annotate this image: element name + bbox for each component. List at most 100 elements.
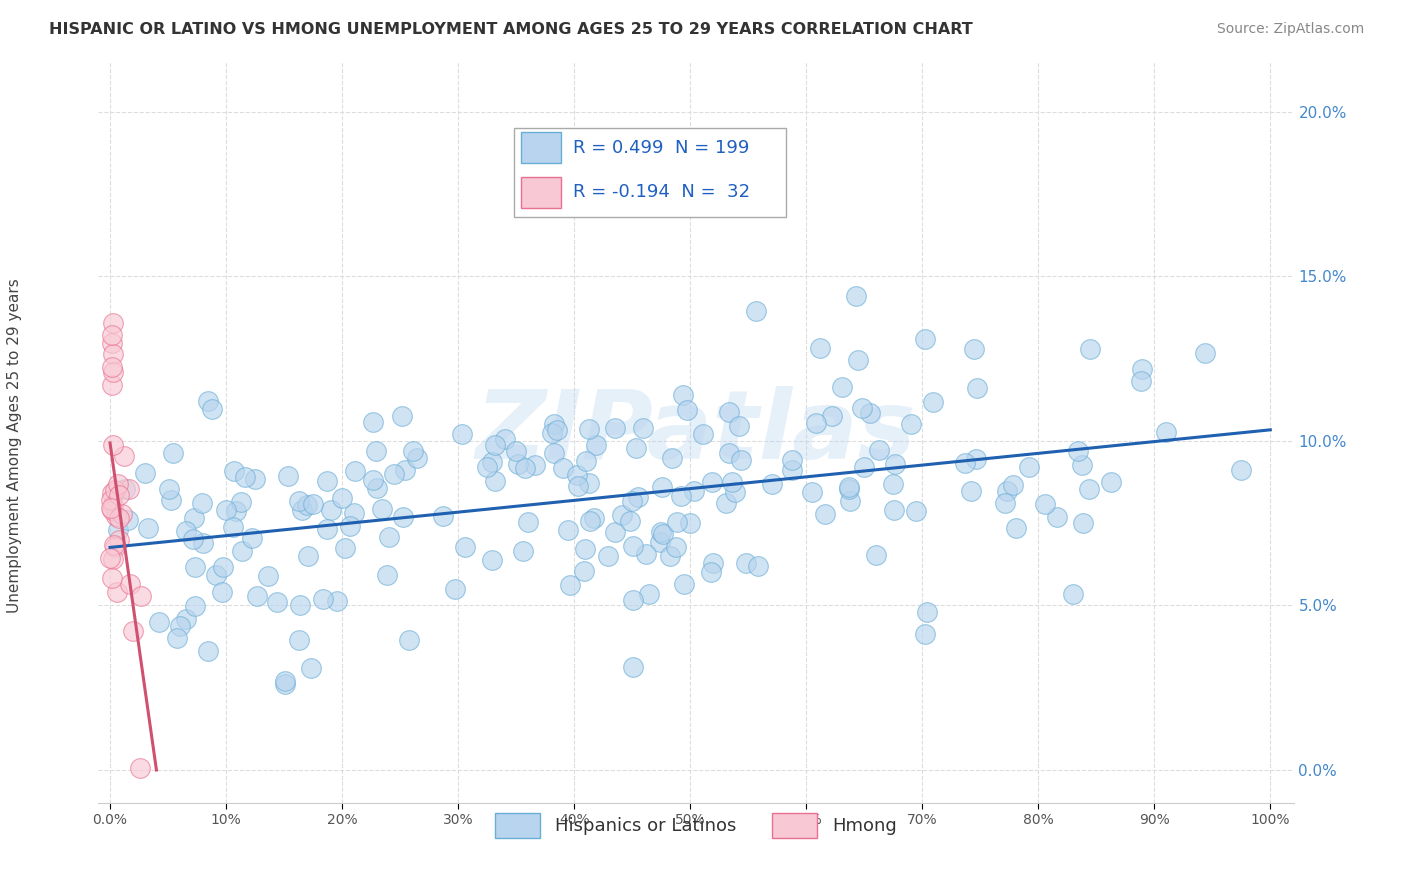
- Point: [782, 463, 804, 477]
- Point: [717, 446, 740, 460]
- Point: [100, 336, 122, 351]
- Point: [720, 475, 742, 490]
- Point: [118, 577, 141, 591]
- Point: [378, 530, 401, 544]
- Point: [905, 504, 928, 518]
- Point: [342, 506, 364, 520]
- Point: [274, 673, 297, 688]
- Point: [702, 556, 724, 570]
- Point: [851, 401, 873, 416]
- Point: [838, 480, 860, 494]
- Point: [1154, 425, 1177, 440]
- Legend: Hispanics or Latinos, Hmong: Hispanics or Latinos, Hmong: [488, 805, 904, 846]
- Point: [1062, 587, 1084, 601]
- Point: [211, 559, 233, 574]
- Point: [117, 513, 139, 527]
- Point: [107, 523, 129, 537]
- Point: [965, 451, 987, 466]
- Point: [243, 472, 266, 486]
- Point: [107, 533, 129, 547]
- Point: [321, 503, 343, 517]
- Point: [481, 455, 503, 469]
- Point: [266, 595, 288, 609]
- Point: [839, 494, 862, 508]
- Point: [505, 443, 527, 458]
- Point: [808, 342, 831, 356]
- Point: [652, 527, 675, 541]
- Point: [634, 547, 657, 561]
- Point: [240, 531, 263, 545]
- Point: [1194, 346, 1216, 360]
- Point: [297, 498, 319, 512]
- Point: [838, 482, 860, 496]
- Point: [959, 484, 981, 499]
- Point: [174, 524, 197, 538]
- Point: [191, 536, 214, 550]
- Point: [1078, 482, 1101, 496]
- Point: [921, 395, 943, 409]
- Point: [222, 465, 245, 479]
- Point: [669, 489, 692, 503]
- Point: [735, 557, 758, 571]
- Point: [966, 381, 988, 395]
- Point: [100, 492, 122, 507]
- Point: [1071, 516, 1094, 530]
- Point: [159, 493, 181, 508]
- Point: [101, 365, 124, 379]
- Point: [620, 494, 643, 508]
- Point: [567, 478, 589, 492]
- Point: [745, 303, 768, 318]
- Point: [312, 591, 335, 606]
- Point: [626, 490, 648, 504]
- Point: [432, 508, 454, 523]
- Point: [402, 443, 425, 458]
- Point: [191, 496, 214, 510]
- Text: Unemployment Among Ages 25 to 29 years: Unemployment Among Ages 25 to 29 years: [7, 278, 21, 614]
- Point: [1067, 444, 1090, 458]
- Point: [103, 552, 125, 566]
- Point: [1099, 475, 1122, 490]
- Point: [557, 523, 579, 537]
- Point: [666, 516, 689, 530]
- Point: [363, 474, 385, 488]
- Point: [1229, 463, 1251, 477]
- Point: [391, 509, 413, 524]
- Point: [484, 437, 506, 451]
- Point: [700, 475, 723, 489]
- Point: [631, 421, 654, 435]
- Point: [603, 421, 626, 435]
- Point: [661, 451, 683, 466]
- Point: [315, 522, 337, 536]
- Point: [297, 549, 319, 563]
- Point: [104, 540, 127, 554]
- Point: [215, 502, 238, 516]
- Point: [231, 544, 253, 558]
- Point: [844, 288, 866, 302]
- Point: [136, 521, 159, 535]
- Point: [118, 482, 141, 496]
- Point: [197, 644, 219, 658]
- Point: [103, 498, 125, 512]
- Point: [222, 520, 245, 534]
- Point: [761, 477, 783, 491]
- Point: [301, 497, 323, 511]
- Point: [108, 510, 131, 524]
- Point: [332, 491, 354, 505]
- Point: [543, 446, 565, 460]
- Point: [637, 587, 659, 601]
- Point: [583, 511, 606, 525]
- Point: [672, 388, 695, 402]
- Point: [183, 511, 205, 525]
- Point: [184, 559, 207, 574]
- Point: [806, 416, 828, 430]
- Point: [225, 503, 247, 517]
- Point: [574, 565, 596, 579]
- Point: [1033, 497, 1056, 511]
- Point: [184, 599, 207, 613]
- Point: [585, 438, 607, 452]
- Point: [1071, 458, 1094, 473]
- Point: [575, 454, 598, 468]
- Point: [291, 503, 314, 517]
- Point: [481, 553, 503, 567]
- Point: [375, 567, 398, 582]
